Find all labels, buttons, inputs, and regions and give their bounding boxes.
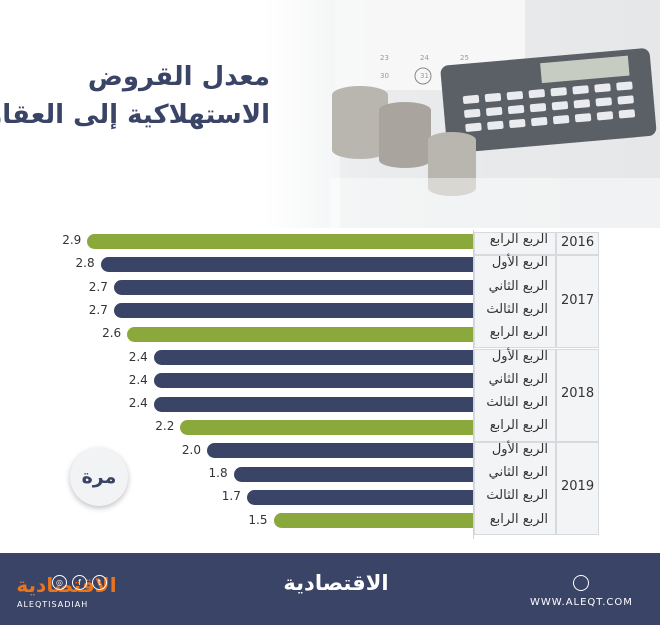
quarter-group-box [474,232,556,256]
svg-text:23: 23 [380,54,389,62]
chart-bar [153,373,473,389]
data-label: 2.4 [128,372,148,387]
footer-logo: الاقتصادية [283,571,389,595]
quarter-label: الربع الثالث [486,488,548,504]
data-label: 2.2 [155,419,175,434]
year-label: 2018 [561,386,595,402]
instagram-icon[interactable]: ◎ [52,575,67,590]
chart-bar [153,350,473,365]
calculator-coins-illustration: 23 24 25 30 31 [330,0,660,228]
year-group-box [556,232,599,256]
quarter-label: الربع الثاني [488,465,548,480]
chart-bar [113,303,473,319]
chart-bar [273,513,473,529]
year-label: 2017 [561,292,595,308]
axis-baseline [473,230,474,539]
data-label: 1.5 [248,512,268,527]
chart-bar [233,466,473,482]
quarter-label: الربع الثالث [486,395,548,411]
quarter-label: الربع الأول [491,441,548,457]
data-label: 2.9 [62,233,82,247]
quarter-label: الربع الثاني [488,278,548,294]
quarter-label: الربع الثالث [486,301,548,317]
quarter-group-box [474,255,556,349]
svg-text:24: 24 [420,54,429,62]
page-title-line1: معدل القروض [87,62,270,92]
data-label: 2.4 [128,349,148,364]
chart-bar [246,489,473,505]
data-label: 2.8 [75,256,95,271]
chart-bar [100,256,473,272]
globe-icon [573,575,589,591]
year-group-box [556,441,599,535]
chart-bar [207,443,473,459]
quarter-label: الربع الرابع [489,325,548,341]
quarter-group-box [474,441,556,535]
svg-text:31: 31 [420,72,429,80]
year-label: 2019 [561,479,595,495]
data-label: 2.7 [88,302,108,317]
social-handle[interactable]: ALEQTISADIAH [17,600,89,609]
hero-image: 23 24 25 30 31 معدل القروض الاستهلاكية إلى … [0,0,660,228]
chart-bar [127,326,473,342]
quarter-label: الربع الثاني [488,371,548,387]
chart-bar [153,396,473,412]
svg-text:30: 30 [380,72,389,80]
unit-badge: مرة [70,448,128,506]
data-label: 1.7 [221,489,241,504]
chart-bar [87,233,473,249]
data-label: 1.8 [208,466,228,480]
chart-bar [113,280,473,296]
quarter-label: الربع الأول [491,348,548,364]
year-label: 2016 [561,234,595,250]
quarter-label: الربع الرابع [489,232,548,247]
data-label: 2.6 [102,326,122,341]
year-group-box [556,348,599,442]
quarter-label: الربع الأول [491,255,548,271]
twitter-icon[interactable]: t [92,575,107,590]
quarter-group-box [474,348,556,442]
facebook-icon[interactable]: f [72,575,87,590]
svg-text:25: 25 [460,54,469,62]
quarter-label: الربع الرابع [489,418,548,434]
chart-bar [180,419,473,435]
data-label: 2.0 [181,442,201,457]
page-title-line2: الاستهلاكية إلى العقارية [0,100,270,130]
data-label: 2.4 [128,396,148,411]
footer: الاقتصادية ◎ f t ALEQTISADIAH الاقتصادية… [0,553,660,625]
quarter-label: الربع الرابع [489,511,548,527]
website-link[interactable]: WWW.ALEQT.COM [530,597,633,608]
year-group-box [556,255,599,349]
data-label: 2.7 [88,279,108,294]
